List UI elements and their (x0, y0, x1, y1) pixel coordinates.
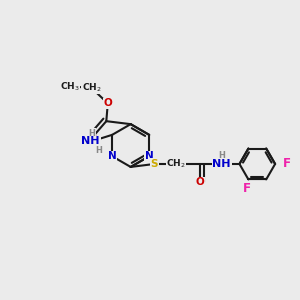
Text: O: O (87, 132, 96, 142)
Text: F: F (282, 158, 290, 170)
Text: S: S (151, 159, 158, 169)
Text: O: O (103, 98, 112, 108)
Text: H: H (96, 146, 103, 155)
Text: H: H (88, 129, 95, 138)
Text: NH: NH (82, 136, 100, 146)
Text: NH: NH (212, 159, 231, 169)
Text: CH$_2$: CH$_2$ (166, 158, 186, 170)
Text: CH$_3$: CH$_3$ (60, 80, 80, 93)
Text: N: N (108, 151, 116, 161)
Text: H: H (218, 151, 225, 160)
Text: O: O (196, 177, 205, 188)
Text: CH$_2$: CH$_2$ (82, 82, 101, 94)
Text: F: F (243, 182, 251, 195)
Text: N: N (145, 151, 154, 161)
